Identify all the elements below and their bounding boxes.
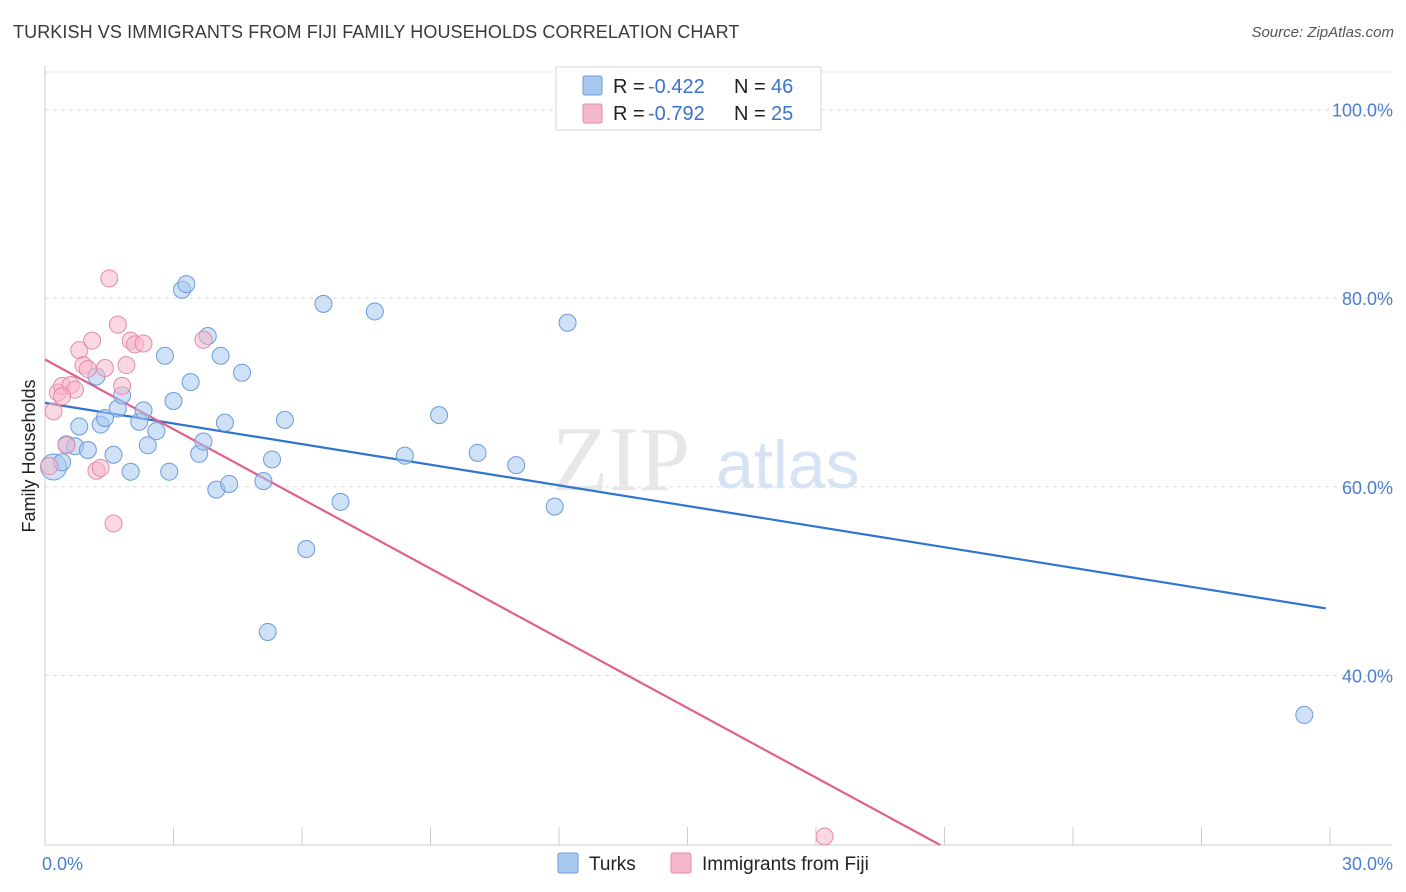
- turks-point: [365, 302, 384, 321]
- turks-point: [254, 472, 273, 491]
- turks-point: [215, 413, 234, 432]
- tick-labels: 100.0% 80.0% 60.0% 40.0% 0.0% 30.0%: [42, 101, 1393, 874]
- fiji-point: [194, 330, 213, 349]
- turks-point: [164, 391, 183, 410]
- y-tick-label: 80.0%: [1342, 289, 1393, 309]
- legend-swatch-turks: [582, 75, 603, 96]
- turks-point: [430, 406, 449, 425]
- fiji-point: [134, 334, 153, 353]
- legend-r-value: -0.792: [648, 103, 705, 125]
- turks-point: [194, 432, 213, 451]
- turks-point: [468, 443, 487, 462]
- legend-row-fiji: R = -0.792 N = 25: [582, 103, 793, 125]
- fiji-point: [91, 458, 110, 477]
- axes: [44, 66, 1392, 846]
- legend-swatch-fiji: [582, 103, 603, 124]
- turks-point: [78, 441, 97, 460]
- bottom-legend-label-turks: Turks: [589, 854, 636, 875]
- turks-point: [1295, 705, 1314, 724]
- fiji-point: [44, 402, 63, 421]
- legend-n-value: 25: [771, 103, 793, 125]
- bottom-legend-swatch-fiji: [670, 852, 692, 874]
- turks-trend-line: [44, 401, 1326, 610]
- turks-point: [147, 422, 166, 441]
- turks-point: [70, 417, 89, 436]
- turks-point: [263, 450, 282, 469]
- fiji-point: [113, 376, 132, 395]
- turks-point: [95, 408, 114, 427]
- turks-point: [331, 492, 350, 511]
- bottom-legend-label-fiji: Immigrants from Fiji: [702, 854, 869, 875]
- y-tick-label: 60.0%: [1342, 478, 1393, 498]
- x-tick-label: 0.0%: [42, 854, 83, 874]
- fiji-point: [53, 387, 72, 406]
- data-points: [40, 269, 1314, 846]
- bottom-legend: Turks Immigrants from Fiji: [557, 852, 869, 875]
- fiji-point: [57, 436, 76, 455]
- turks-point: [121, 462, 140, 481]
- turks-point: [134, 401, 153, 420]
- turks-point: [138, 436, 157, 455]
- legend-r-value: -0.422: [648, 76, 705, 98]
- turks-point: [233, 363, 252, 382]
- y-tick-label: 40.0%: [1342, 666, 1393, 686]
- chart-title: TURKISH VS IMMIGRANTS FROM FIJI FAMILY H…: [13, 22, 740, 42]
- fiji-point: [815, 827, 834, 846]
- turks-point: [177, 275, 196, 294]
- bottom-legend-swatch-turks: [557, 852, 579, 874]
- legend-row-turks: R = -0.422 N = 46: [582, 75, 793, 98]
- fiji-point: [108, 315, 127, 334]
- legend-n-value: 46: [771, 76, 793, 98]
- fiji-point: [78, 359, 97, 378]
- turks-point: [258, 622, 277, 641]
- watermark-atlas: atlas: [716, 427, 860, 503]
- turks-point: [314, 294, 333, 313]
- turks-point: [545, 497, 564, 516]
- turks-point: [160, 462, 179, 481]
- legend-r-label: R =: [613, 76, 645, 98]
- turks-point: [275, 410, 294, 429]
- series-fiji: [40, 269, 834, 846]
- turks-point: [104, 445, 123, 464]
- fiji-point: [104, 514, 123, 533]
- legend-n-label: N =: [734, 103, 766, 125]
- turks-point: [155, 346, 174, 365]
- x-tick-label: 30.0%: [1342, 854, 1393, 874]
- turks-point: [395, 446, 414, 465]
- turks-point: [297, 539, 316, 558]
- fiji-point: [83, 331, 102, 350]
- turks-point: [507, 456, 526, 475]
- trend-lines: [44, 358, 1326, 846]
- y-tick-label: 100.0%: [1332, 101, 1393, 121]
- turks-point: [181, 373, 200, 392]
- fiji-point: [40, 457, 59, 476]
- fiji-point: [100, 269, 119, 288]
- fiji-point: [95, 359, 114, 378]
- turks-point: [220, 474, 239, 493]
- legend: R = -0.422 N = 46 R = -0.792 N = 25: [555, 66, 822, 131]
- fiji-trend-line: [44, 358, 941, 846]
- chart-source: Source: ZipAtlas.com: [1251, 24, 1394, 41]
- turks-point: [558, 313, 577, 332]
- legend-r-label: R =: [613, 103, 645, 125]
- watermark: ZIP atlas: [552, 408, 860, 510]
- legend-n-label: N =: [734, 76, 766, 98]
- y-axis-title: Family Households: [19, 379, 39, 532]
- watermark-zip: ZIP: [552, 408, 690, 510]
- turks-point: [211, 346, 230, 365]
- fiji-point: [117, 356, 136, 375]
